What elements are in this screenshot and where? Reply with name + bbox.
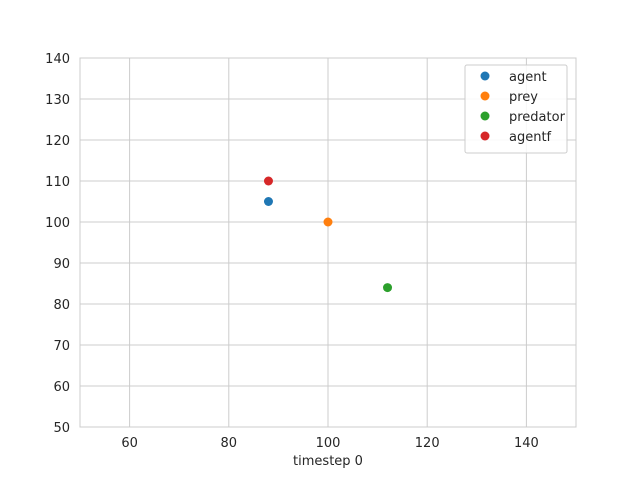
- plot-frame: [79, 57, 577, 428]
- x-tick-label: 80: [221, 436, 238, 451]
- y-tick-label: 110: [45, 175, 70, 190]
- legend-label-prey: prey: [509, 90, 538, 105]
- x-tick-label: 120: [415, 436, 440, 451]
- data-point-prey: [323, 217, 333, 227]
- y-tick-label: 100: [45, 216, 70, 231]
- y-tick-label: 60: [53, 380, 70, 395]
- legend-marker-agent: [480, 71, 490, 81]
- y-tick-label: 50: [53, 421, 70, 436]
- x-tick-label: 60: [121, 436, 138, 451]
- data-point-agent: [263, 197, 273, 206]
- legend-label-agent: agent: [509, 70, 547, 85]
- legend: agent prey predator agentf: [464, 64, 568, 154]
- legend-box: [464, 64, 568, 154]
- legend-marker-prey: [480, 91, 490, 101]
- data-points: [263, 176, 393, 293]
- x-axis-ticks: 60 80 100 120 140: [121, 436, 538, 451]
- legend-label-predator: predator: [509, 110, 566, 125]
- x-axis-label: timestep 0: [293, 454, 363, 469]
- y-tick-label: 140: [45, 52, 70, 67]
- x-tick-label: 140: [514, 436, 539, 451]
- y-tick-label: 130: [45, 93, 70, 108]
- x-tick-label: 100: [316, 436, 341, 451]
- legend-label-agentf: agentf: [509, 130, 552, 145]
- legend-marker-predator: [480, 111, 490, 121]
- data-point-predator: [383, 283, 393, 293]
- y-tick-label: 120: [45, 134, 70, 149]
- y-tick-label: 90: [53, 257, 70, 272]
- data-point-agentf: [263, 176, 273, 186]
- y-axis-ticks: 50 60 70 80 90 100 110 120 130 140: [45, 52, 70, 436]
- y-tick-label: 70: [53, 339, 70, 354]
- y-tick-label: 80: [53, 298, 70, 313]
- legend-marker-agentf: [480, 131, 490, 141]
